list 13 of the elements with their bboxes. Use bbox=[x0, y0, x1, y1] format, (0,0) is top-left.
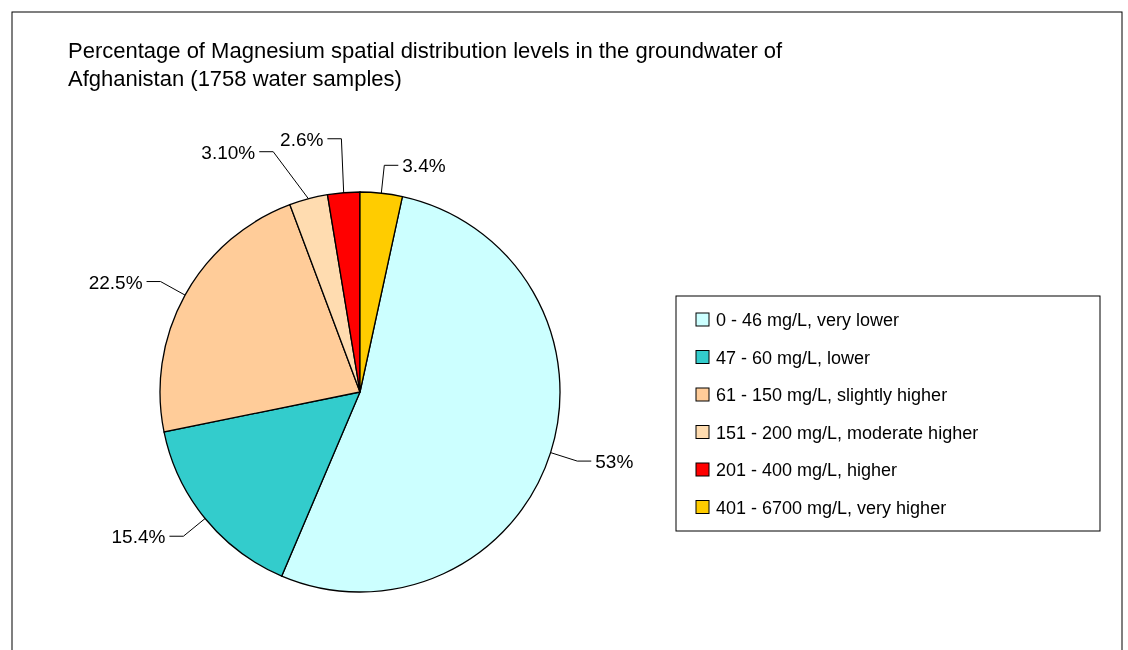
legend-label: 0 - 46 mg/L, very lower bbox=[716, 310, 900, 330]
legend-label: 201 - 400 mg/L, higher bbox=[716, 460, 898, 480]
chart-title: Percentage of Magnesium spatial distribution levels in the groundwater of Afghanistan (1758 water samples) bbox=[68, 38, 784, 91]
data-label: 3.4% bbox=[402, 155, 446, 177]
legend-label: 401 - 6700 mg/L, very higher bbox=[716, 497, 947, 518]
data-label: 15.4% bbox=[111, 526, 166, 548]
data-label: 2.6% bbox=[280, 128, 324, 150]
data-label: 22.5% bbox=[88, 271, 143, 293]
legend-label: 151 - 200 mg/L, moderate higher bbox=[716, 422, 979, 443]
legend-label: 61 - 150 mg/L, slightly higher bbox=[716, 385, 948, 405]
data-label: 3.10% bbox=[201, 141, 256, 163]
legend-label: 47 - 60 mg/L, lower bbox=[716, 347, 871, 368]
data-label: 53% bbox=[595, 451, 634, 473]
